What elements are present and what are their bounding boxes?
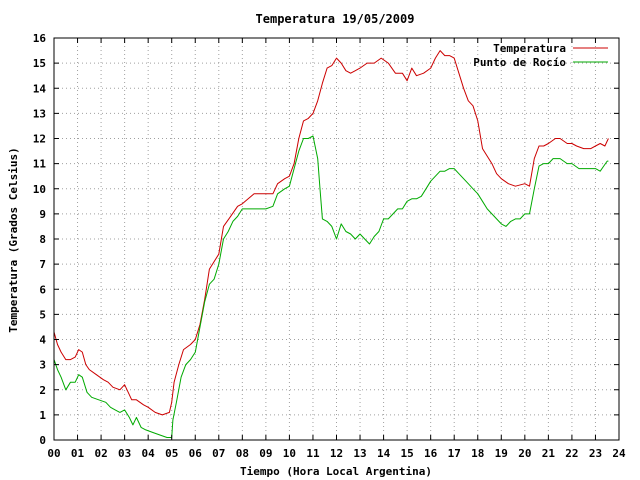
y-tick-label: 7 [39, 258, 46, 271]
x-tick-label: 02 [94, 447, 107, 460]
x-tick-label: 23 [589, 447, 602, 460]
x-tick-label: 06 [189, 447, 203, 460]
series-line-punto-de-rocio [53, 135, 609, 438]
y-tick-label: 3 [39, 359, 46, 372]
x-tick-label: 11 [306, 447, 320, 460]
x-tick-label: 14 [377, 447, 391, 460]
y-tick-label: 8 [39, 233, 46, 246]
axis-ticks: 00 01 02 03 04 05 06 07 08 09 10 11 12 13 14 15 16 17 18 19… [33, 32, 626, 460]
x-tick-label: 20 [518, 447, 531, 460]
x-tick-label: 19 [495, 447, 508, 460]
legend-label: Punto de Rocío [473, 56, 566, 69]
series-line-temperatura [53, 50, 609, 416]
chart-title: Temperatura 19/05/2009 [256, 12, 415, 26]
x-tick-label: 24 [612, 447, 626, 460]
x-tick-label: 21 [542, 447, 556, 460]
y-tick-label: 16 [33, 32, 47, 45]
x-tick-label: 17 [448, 447, 461, 460]
x-tick-label: 01 [71, 447, 85, 460]
y-tick-label: 6 [39, 283, 46, 296]
y-tick-label: 13 [33, 107, 46, 120]
x-tick-label: 22 [565, 447, 578, 460]
x-tick-label: 00 [47, 447, 60, 460]
x-tick-label: 18 [471, 447, 484, 460]
x-tick-label: 15 [401, 447, 414, 460]
x-tick-label: 03 [118, 447, 131, 460]
y-tick-label: 5 [39, 308, 46, 321]
legend-label: Temperatura [493, 42, 566, 55]
x-axis-label: Tiempo (Hora Local Argentina) [240, 465, 432, 478]
y-tick-label: 11 [33, 158, 47, 171]
y-tick-label: 2 [39, 384, 46, 397]
x-tick-label: 12 [330, 447, 343, 460]
y-tick-label: 14 [33, 82, 47, 95]
y-tick-label: 12 [33, 133, 46, 146]
x-tick-label: 10 [283, 447, 296, 460]
y-axis-label: Temperatura (Grados Celsius) [7, 147, 20, 332]
x-tick-label: 09 [259, 447, 272, 460]
x-tick-label: 07 [212, 447, 225, 460]
y-tick-label: 15 [33, 57, 46, 70]
y-tick-label: 0 [39, 434, 46, 447]
y-tick-label: 1 [39, 409, 46, 422]
y-tick-label: 4 [39, 334, 46, 347]
x-tick-label: 04 [142, 447, 156, 460]
y-tick-label: 9 [39, 208, 46, 221]
y-tick-label: 10 [33, 183, 46, 196]
x-tick-label: 13 [353, 447, 366, 460]
grid [54, 38, 619, 440]
x-tick-label: 08 [236, 447, 249, 460]
x-tick-label: 05 [165, 447, 178, 460]
series-lines [53, 50, 609, 438]
x-tick-label: 16 [424, 447, 438, 460]
